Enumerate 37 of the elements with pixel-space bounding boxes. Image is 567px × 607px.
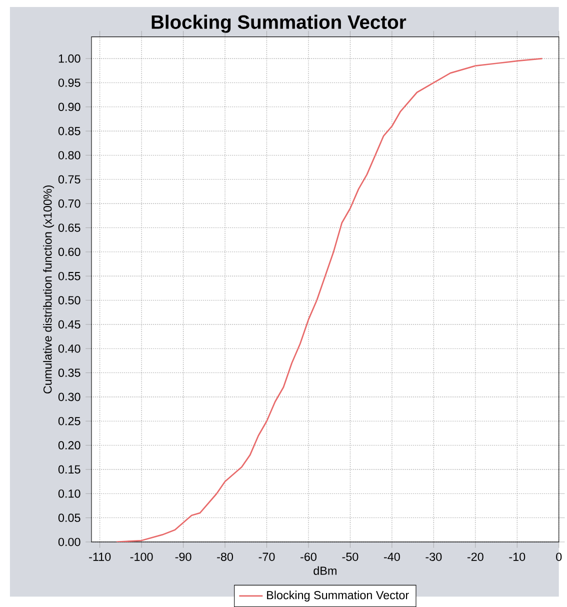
y-tick-label: 0.45: [58, 320, 80, 329]
legend-label: Blocking Summation Vector: [267, 590, 410, 602]
x-tick-label: -20: [468, 552, 484, 561]
x-axis-title: dBm: [314, 566, 337, 575]
x-tick-label: -110: [89, 552, 111, 561]
y-tick-label: 1.00: [59, 54, 80, 63]
y-tick-label: 0.90: [58, 102, 80, 112]
chart-title: Blocking Summation Vector: [152, 14, 406, 33]
y-tick-label: 0.70: [58, 199, 80, 208]
y-tick-label: 0.20: [58, 441, 80, 450]
y-tick-label: 0.10: [58, 489, 80, 498]
y-tick-label: 0.95: [58, 78, 80, 87]
y-tick-label: 0.85: [58, 126, 80, 136]
y-tick-label: 0.80: [58, 151, 80, 160]
x-tick-label: -10: [509, 552, 526, 561]
y-tick-label: 0.55: [58, 272, 80, 280]
x-tick-label: -90: [176, 552, 192, 561]
y-tick-label: 0.50: [58, 296, 80, 304]
y-axis-title: Cumulative distribution function (x100%): [43, 185, 54, 394]
y-tick-label: 0.30: [58, 392, 80, 402]
y-tick-label: 0.75: [58, 175, 80, 184]
y-tick-label: 0.25: [58, 416, 80, 426]
x-tick-label: -80: [217, 552, 234, 561]
x-tick-label: -100: [130, 552, 153, 561]
x-tick-label: -70: [258, 552, 275, 561]
y-tick-label: 0.65: [58, 224, 80, 232]
y-tick-label: 0.40: [58, 344, 80, 353]
y-tick-label: 0.35: [58, 368, 80, 377]
x-tick-label: 0: [556, 552, 562, 561]
x-tick-label: -60: [300, 552, 317, 561]
x-tick-label: -50: [342, 552, 358, 561]
y-tick-label: 0.05: [58, 514, 80, 522]
x-tick-label: -40: [384, 552, 400, 561]
y-tick-label: 0.60: [58, 248, 80, 256]
y-tick-label: 0.00: [58, 538, 80, 546]
y-tick-label: 0.15: [58, 465, 80, 474]
x-tick-label: -30: [426, 552, 442, 561]
